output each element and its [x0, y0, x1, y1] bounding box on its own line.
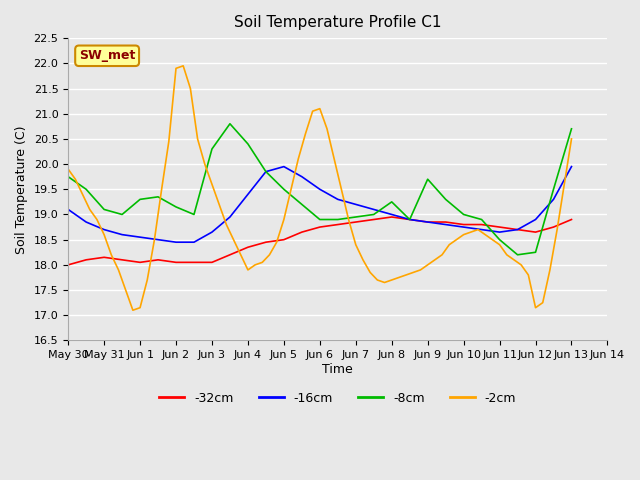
Text: SW_met: SW_met: [79, 49, 135, 62]
X-axis label: Time: Time: [323, 363, 353, 376]
Legend: -32cm, -16cm, -8cm, -2cm: -32cm, -16cm, -8cm, -2cm: [154, 387, 521, 410]
Y-axis label: Soil Temperature (C): Soil Temperature (C): [15, 125, 28, 253]
Title: Soil Temperature Profile C1: Soil Temperature Profile C1: [234, 15, 442, 30]
